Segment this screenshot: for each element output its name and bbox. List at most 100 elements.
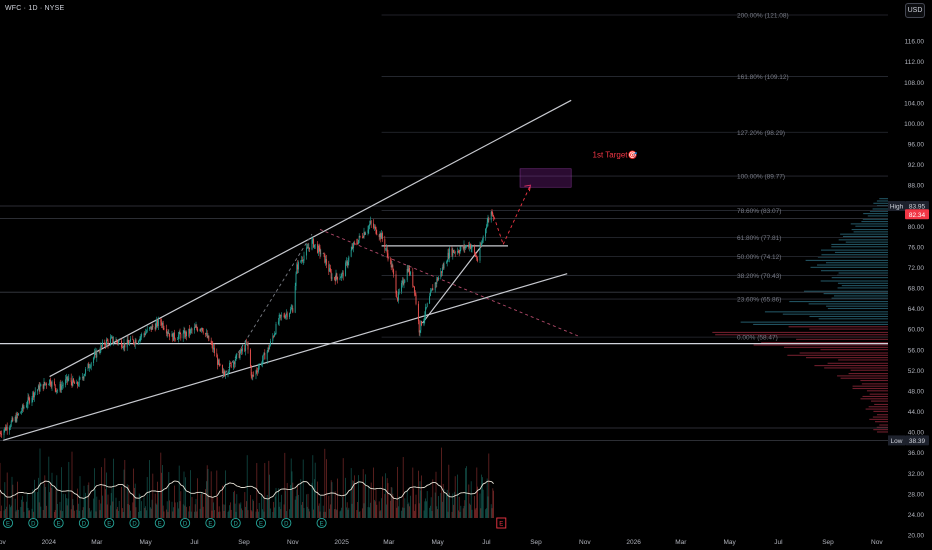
candle-body xyxy=(414,291,416,295)
volume-bar xyxy=(94,468,95,518)
volume-bar xyxy=(229,505,230,518)
x-tick-label: Jul xyxy=(774,539,783,546)
candle-body xyxy=(180,334,182,339)
volume-bar xyxy=(29,510,30,518)
candle-body xyxy=(189,328,191,334)
candle-body xyxy=(379,233,381,238)
volume-bar xyxy=(12,484,14,518)
volume-bar xyxy=(140,510,142,518)
fib-label: 0.00% (58.47) xyxy=(737,335,778,342)
volume-bar xyxy=(314,479,315,518)
volume-bar xyxy=(302,501,303,518)
volume-bar xyxy=(348,507,350,518)
volume-bar xyxy=(37,491,38,518)
candle-body xyxy=(432,288,434,291)
candle-body xyxy=(179,331,181,335)
candle-body xyxy=(253,375,255,376)
x-tick-label: Nov xyxy=(871,539,883,546)
candle-body xyxy=(470,248,472,249)
candle-body xyxy=(369,221,371,225)
candle-body xyxy=(163,328,165,330)
volume-bar xyxy=(273,501,274,518)
profile-bar xyxy=(831,277,888,279)
volume-bar xyxy=(459,511,461,518)
candle-body xyxy=(367,229,369,233)
profile-bar xyxy=(873,202,888,204)
candle-body xyxy=(412,271,414,286)
volume-bar xyxy=(208,494,210,518)
dashed-descending xyxy=(319,229,580,337)
volume-bar xyxy=(106,504,108,518)
candle-body xyxy=(430,290,432,292)
candle-body xyxy=(213,347,215,350)
profile-bar xyxy=(782,313,888,315)
volume-bar xyxy=(23,511,25,518)
candle-body xyxy=(210,340,212,345)
volume-bar xyxy=(234,490,235,518)
currency-button[interactable]: USD xyxy=(905,3,925,18)
volume-bar xyxy=(155,503,157,518)
volume-bar xyxy=(26,492,28,518)
volume-bar xyxy=(10,505,12,518)
candle-body xyxy=(303,255,305,261)
volume-bar xyxy=(283,504,285,518)
candle-body xyxy=(124,342,126,348)
volume-bar xyxy=(79,476,81,518)
candle-body xyxy=(48,384,50,386)
candle-body xyxy=(9,426,11,428)
candle-body xyxy=(346,261,348,266)
volume-bar xyxy=(146,477,148,518)
volume-bar xyxy=(262,496,264,518)
candle-body xyxy=(406,268,408,281)
volume-bar xyxy=(414,504,416,518)
candle-body xyxy=(267,347,269,352)
candle-body xyxy=(137,340,139,344)
profile-bar xyxy=(837,282,888,284)
volume-bar xyxy=(78,510,80,518)
candle-body xyxy=(27,397,29,405)
volume-bar xyxy=(50,483,51,518)
y-tick-label: 100.00 xyxy=(904,121,924,128)
profile-bar xyxy=(823,293,888,295)
volume-bar xyxy=(306,506,308,518)
volume-bar xyxy=(219,511,221,518)
price-tag-value: 38.39 xyxy=(909,438,926,445)
volume-bar xyxy=(369,507,370,518)
candle-body xyxy=(145,332,147,336)
candle-body xyxy=(51,381,53,387)
volume-bar xyxy=(331,482,333,518)
volume-bar xyxy=(378,501,380,518)
candle-body xyxy=(251,375,253,377)
candle-body xyxy=(415,294,417,304)
profile-bar xyxy=(834,251,888,253)
volume-bar xyxy=(45,486,46,518)
y-tick-label: 36.00 xyxy=(908,450,925,457)
volume-bar xyxy=(401,510,402,518)
candle-body xyxy=(469,244,471,248)
volume-bar xyxy=(252,499,254,518)
candle-body xyxy=(197,328,199,331)
volume-bar xyxy=(6,506,7,518)
candle-body xyxy=(365,232,367,235)
candle-body xyxy=(329,268,331,272)
event-marker xyxy=(255,517,267,529)
volume-bar xyxy=(431,511,433,518)
candle-body xyxy=(250,366,252,376)
volume-bar xyxy=(311,482,313,518)
candle-body xyxy=(78,378,80,386)
candle-body xyxy=(212,344,214,350)
candle-body xyxy=(387,253,389,260)
profile-bar xyxy=(831,243,888,246)
candle-body xyxy=(333,277,335,279)
volume-bar xyxy=(404,498,406,518)
volume-bar xyxy=(42,509,44,518)
candle-body xyxy=(445,262,447,264)
candle-body xyxy=(462,246,464,249)
candle-body xyxy=(385,248,387,250)
volume-bar xyxy=(384,494,386,518)
event-marker-letter: E xyxy=(6,522,10,528)
volume-bar xyxy=(264,463,266,518)
candle-body xyxy=(178,331,180,336)
price-tag-caption: Low xyxy=(891,438,903,445)
